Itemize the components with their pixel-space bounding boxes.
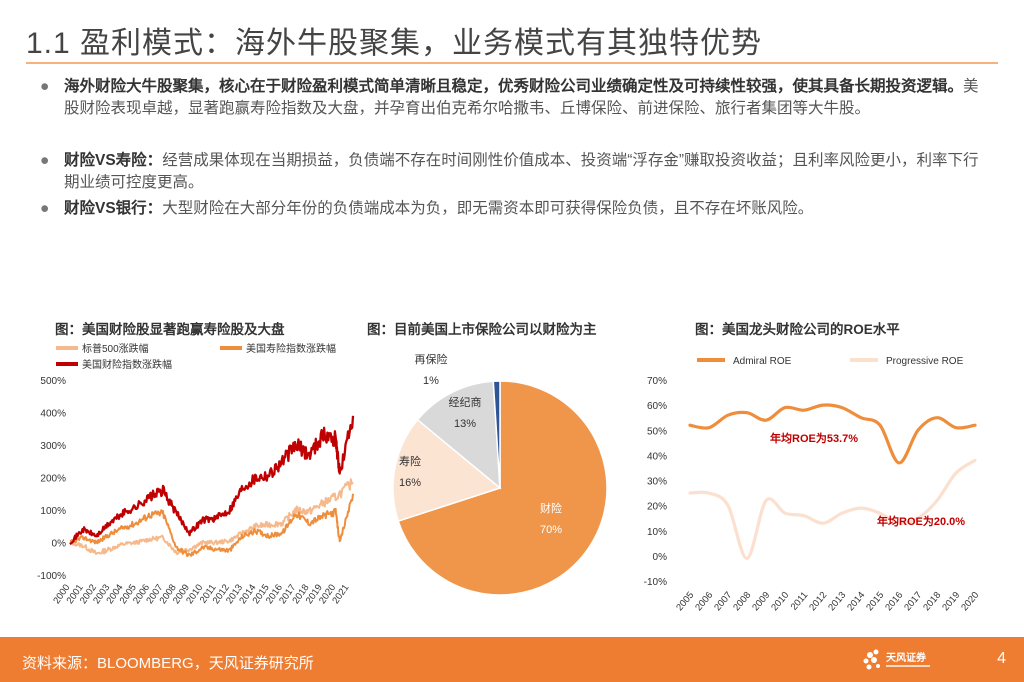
y-tick-label: 100% (40, 506, 66, 517)
page-number: 4 (997, 650, 1006, 667)
pie-label: 经纪商 (449, 395, 482, 409)
bullet-bold: 财险VS寿险： (64, 152, 163, 169)
chart3-title: 图：美国龙头财险公司的ROE水平 (695, 322, 900, 337)
legend-label: Progressive ROE (886, 356, 964, 367)
pie-value-label: 1% (423, 375, 439, 387)
x-tick-label: 2014 (845, 590, 867, 613)
y-tick-label: 300% (40, 441, 66, 452)
pie-value-label: 13% (454, 418, 476, 430)
y-tick-label: 400% (40, 409, 66, 420)
x-tick-label: 2013 (826, 590, 848, 613)
x-tick-label: 2010 (769, 590, 791, 613)
bullet-dot-icon: ● (40, 78, 50, 95)
pie-slice (392, 418, 502, 523)
series-line (688, 458, 977, 561)
series-line (69, 478, 354, 556)
bullet-item: ● 海外财险大牛股聚集，核心在于财险盈利模式简单清晰且稳定，优秀财险公司业绩确定… (40, 76, 990, 120)
series-line (688, 403, 977, 465)
x-tick-label: 2019 (940, 590, 962, 613)
x-tick-label: 2018 (921, 590, 943, 613)
x-tick-label: 2008 (731, 590, 753, 613)
pie-slice (492, 380, 501, 489)
pie-slice (397, 380, 608, 596)
y-tick-label: 500% (40, 376, 66, 387)
x-tick-label: 2005 (674, 590, 696, 613)
chart2-pie: 财险 70% 寿险 16% 经纪商 13% 再保险 1% (392, 352, 608, 596)
page-title: 1.1 盈利模式：海外牛股聚集，业务模式有其独特优势 (26, 27, 763, 60)
x-tick-label: 2016 (883, 590, 905, 613)
x-tick-label: 2009 (750, 590, 772, 613)
chart1-title: 图：美国财险股显著跑赢寿险股及大盘 (55, 322, 285, 337)
y-tick-label: 40% (647, 451, 667, 462)
bullet-list: ● 海外财险大牛股聚集，核心在于财险盈利模式简单清晰且稳定，优秀财险公司业绩确定… (40, 76, 990, 220)
x-tick-label: 2011 (789, 590, 811, 613)
title-divider (26, 62, 998, 64)
y-tick-label: 60% (647, 401, 667, 412)
logo-text: 天风证券 (886, 651, 927, 664)
bullet-text: 美股财险表现卓越，显著跑赢寿险指数及大盘，并孕育出伯克希尔哈撒韦、丘博保险、前进… (64, 78, 979, 117)
chart2-title: 图：目前美国上市保险公司以财险为主 (367, 322, 597, 337)
chart3-roe: Admiral ROE Progressive ROE 70% 60% 50% 40% 30… (644, 356, 982, 613)
x-tick-label: 2006 (693, 590, 715, 613)
x-tick-label: 2020 (959, 590, 981, 613)
y-tick-label: 0% (52, 539, 67, 550)
pie-value-label: 70% (540, 524, 562, 536)
legend-label: 美国寿险指数涨跌幅 (246, 342, 336, 355)
legend-label: 标普500涨跌幅 (82, 342, 149, 355)
y-tick-label: 200% (40, 474, 66, 485)
bullet-bold: 财险VS银行： (64, 200, 163, 217)
y-tick-label: 10% (647, 527, 667, 538)
pie-label: 财险 (540, 501, 562, 515)
y-tick-label: 0% (653, 552, 668, 563)
footer-bar: 资料来源：BLOOMBERG，天风证券研究所 天风证券 4 (0, 637, 1024, 682)
bullet-bold: 海外财险大牛股聚集，核心在于财险盈利模式简单清晰且稳定，优秀财险公司业绩确定性及… (64, 78, 964, 95)
annotation-label: 年均ROE为53.7% (770, 431, 858, 445)
x-tick-label: 2007 (712, 590, 734, 613)
source-note: 资料来源：BLOOMBERG，天风证券研究所 (22, 655, 314, 672)
x-tick-label: 2012 (807, 590, 829, 613)
y-tick-label: 20% (647, 502, 667, 513)
annotation-label: 年均ROE为20.0% (877, 514, 965, 528)
tianfeng-logo: 天风证券 (863, 649, 930, 670)
legend-label: 美国财险指数涨跌幅 (82, 358, 172, 371)
bullet-dot-icon: ● (40, 152, 50, 169)
y-tick-label: 50% (647, 426, 667, 437)
series-line (69, 415, 355, 546)
bullet-text: 经营成果体现在当期损益，负债端不存在时间刚性价值成本、投资端“浮存金”赚取投资收… (64, 152, 979, 191)
y-tick-label: 30% (647, 477, 667, 488)
legend-label: Admiral ROE (733, 356, 792, 367)
y-tick-label: -10% (644, 577, 667, 588)
bullet-dot-icon: ● (40, 200, 50, 217)
pie-label: 再保险 (415, 352, 448, 366)
bullet-text: 大型财险在大部分年份的负债端成本为负，即无需资本即可获得保险负债，且不存在坏账风… (162, 200, 814, 217)
y-tick-label: 70% (647, 376, 667, 387)
series-line (69, 493, 354, 557)
bullet-item: ● 财险VS寿险：经营成果体现在当期损益，负债端不存在时间刚性价值成本、投资端“… (40, 150, 990, 194)
bullet-item: ● 财险VS银行：大型财险在大部分年份的负债端成本为负，即无需资本即可获得保险负… (40, 198, 990, 220)
pie-value-label: 16% (399, 477, 421, 489)
pie-label: 寿险 (399, 454, 421, 468)
x-tick-label: 2017 (902, 590, 924, 613)
y-tick-label: -100% (37, 571, 66, 582)
pie-slice (416, 380, 501, 490)
x-tick-label: 2015 (864, 590, 886, 613)
